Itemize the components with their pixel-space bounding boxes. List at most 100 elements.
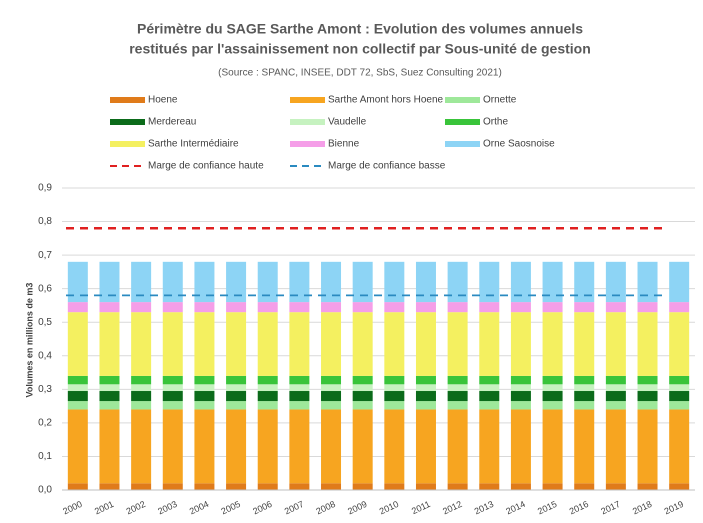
bar-segment (510, 261, 531, 303)
bar-segment (669, 302, 690, 313)
bar-segment (67, 302, 88, 313)
bar-segment (415, 401, 436, 410)
bar-segment (415, 302, 436, 313)
bar-segment (384, 391, 405, 402)
legend-label: Orne Saosnoise (483, 139, 555, 150)
bar-segment (479, 312, 500, 376)
bar-segment (637, 375, 658, 385)
legend-label: Marge de confiance basse (328, 161, 446, 172)
bar-segment (542, 312, 563, 376)
bar-segment (479, 375, 500, 385)
bar-segment (226, 261, 247, 303)
bar-segment (99, 409, 120, 484)
bar-segment (226, 375, 247, 385)
x-tick-label: 2004 (188, 499, 210, 517)
bar-segment (542, 401, 563, 410)
legend-label: Bienne (328, 139, 360, 150)
bar-segment (352, 391, 373, 402)
bar-segment (257, 483, 278, 490)
y-tick-label: 0,8 (38, 216, 52, 227)
bar-segment (194, 312, 215, 376)
bar-segment (99, 375, 120, 385)
x-tick-label: 2013 (473, 499, 495, 517)
bar-segment (289, 391, 310, 402)
bar-segment (226, 302, 247, 313)
bar-segment (162, 483, 183, 490)
bar-segment (384, 302, 405, 313)
bar-segment (352, 384, 373, 392)
bar-segment (510, 302, 531, 313)
x-tick-label: 2011 (410, 499, 432, 516)
bar-segment (447, 302, 468, 313)
bar-segment (194, 384, 215, 392)
bar-segment (289, 312, 310, 376)
bar-segment (415, 261, 436, 303)
legend-label: Sarthe Intermédiaire (148, 139, 239, 150)
bar-segment (479, 384, 500, 392)
x-tick-label: 2006 (251, 499, 273, 517)
y-tick-label: 0,5 (38, 317, 52, 328)
bar-segment (637, 391, 658, 402)
bar-segment (131, 312, 152, 376)
bar-segment (574, 302, 595, 313)
bar-segment (194, 261, 215, 303)
bar-segment (447, 261, 468, 303)
legend-swatch (445, 97, 480, 103)
bar-segment (352, 409, 373, 484)
bar-segment (257, 261, 278, 303)
bar-segment (510, 409, 531, 484)
bar-segment (99, 401, 120, 410)
chart-subtitle: (Source : SPANC, INSEE, DDT 72, SbS, Sue… (218, 68, 502, 79)
bar-segment (415, 312, 436, 376)
bar-segment (605, 375, 626, 385)
legend-swatch (290, 141, 325, 147)
bar-segment (384, 261, 405, 303)
bar-segment (574, 384, 595, 392)
bar-segment (510, 375, 531, 385)
bar-segment (605, 384, 626, 392)
bar-segment (637, 261, 658, 303)
bar-segment (289, 483, 310, 490)
bar-segment (162, 261, 183, 303)
bar-segment (226, 391, 247, 402)
bar-segment (447, 409, 468, 484)
bar-segment (67, 409, 88, 484)
bar-segment (226, 401, 247, 410)
bar-segment (321, 261, 342, 303)
bar-segment (131, 375, 152, 385)
bar-segment (67, 391, 88, 402)
bar-segment (352, 261, 373, 303)
x-tick-label: 2017 (599, 499, 621, 517)
bar-segment (257, 312, 278, 376)
legend-swatch (445, 141, 480, 147)
bar-segment (257, 375, 278, 385)
bar-segment (637, 401, 658, 410)
bar-segment (669, 375, 690, 385)
bar-segment (257, 401, 278, 410)
bar-segment (162, 409, 183, 484)
bar-segment (321, 409, 342, 484)
bar-segment (574, 483, 595, 490)
bar-segment (669, 391, 690, 402)
bar-segment (99, 261, 120, 303)
bar-segment (67, 384, 88, 392)
bar-segment (605, 409, 626, 484)
y-axis-label: Volumes en millions de m3 (24, 283, 34, 398)
bar-segment (67, 483, 88, 490)
bar-segment (321, 302, 342, 313)
x-tick-label: 2003 (156, 499, 178, 517)
y-tick-label: 0,7 (38, 250, 52, 261)
bar-segment (605, 391, 626, 402)
bar-segment (131, 302, 152, 313)
bar-segment (99, 302, 120, 313)
legend-label: Merdereau (148, 117, 196, 128)
bar-segment (162, 312, 183, 376)
legend-label: Orthe (483, 117, 508, 128)
bar-segment (131, 261, 152, 303)
bar-segment (479, 261, 500, 303)
chart-title: Périmètre du SAGE Sarthe Amont : Evoluti… (137, 21, 583, 37)
bar-segment (257, 302, 278, 313)
bar-segment (447, 483, 468, 490)
bar-segment (321, 401, 342, 410)
bar-segment (321, 391, 342, 402)
